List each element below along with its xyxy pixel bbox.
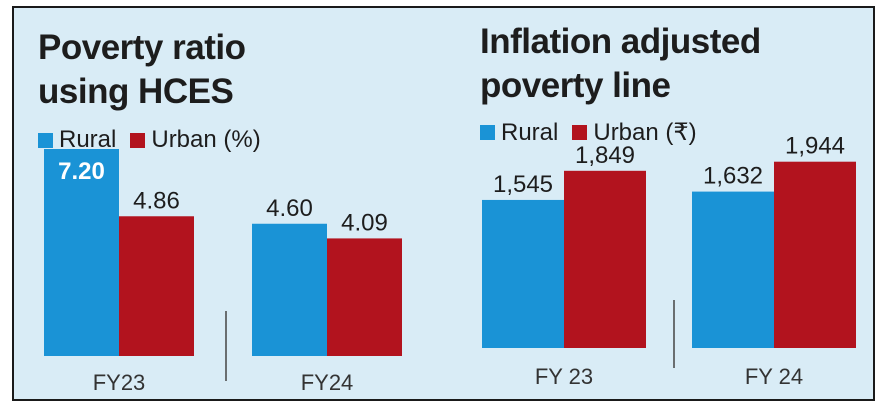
legend-label-urban: Urban (₹) <box>593 119 697 146</box>
legend-label-rural: Rural <box>501 118 559 146</box>
rural-swatch <box>38 132 53 148</box>
chart-title-line-1: Inflation adjusted <box>480 22 761 61</box>
data-label: 1,944 <box>785 133 845 160</box>
legend: Rural Urban (%) <box>38 126 275 154</box>
legend-item-rural: Rural <box>38 126 116 154</box>
chart-title: Poverty ratio using HCES <box>38 26 246 114</box>
x-tick-label: FY 23 <box>535 364 593 389</box>
x-tick-label: FY23 <box>93 370 146 395</box>
bar-urban <box>327 238 402 356</box>
bar-rural <box>692 191 774 348</box>
legend: Rural Urban (₹) <box>480 118 711 147</box>
data-label: 4.86 <box>133 187 180 214</box>
bar-rural <box>252 223 327 356</box>
legend-item-rural: Rural <box>480 119 558 147</box>
bar-urban <box>119 216 194 356</box>
chart-title-line-2: poverty line <box>480 66 671 105</box>
legend-item-urban: Urban (₹) <box>572 118 697 147</box>
data-label: 1,849 <box>575 142 635 169</box>
bar-rural <box>44 149 119 356</box>
legend-label-rural: Rural <box>59 126 117 153</box>
x-tick-label: FY24 <box>301 370 354 395</box>
chart-title-line-1: Poverty ratio <box>38 28 246 67</box>
chart-title-line-2: using HCES <box>38 72 234 111</box>
poverty-line-chart: 1,545 1,849 FY 23 1,632 1,944 FY 24 <box>482 133 856 389</box>
data-label: 7.20 <box>58 158 105 185</box>
bar-urban <box>774 161 856 348</box>
data-label: 1,545 <box>493 171 553 198</box>
bar-rural <box>482 199 564 348</box>
chart-title: Inflation adjusted poverty line <box>480 20 761 108</box>
rural-swatch <box>480 125 495 140</box>
poverty-line-panel: Inflation adjusted poverty line Rural Ur… <box>462 8 873 399</box>
urban-swatch <box>130 132 146 148</box>
data-label: 1,632 <box>703 163 763 190</box>
poverty-ratio-panel: Poverty ratio using HCES Rural Urban (%)… <box>14 8 444 399</box>
infographic-frame: Poverty ratio using HCES Rural Urban (%)… <box>12 6 875 401</box>
data-label: 4.60 <box>266 195 313 222</box>
x-tick-label: FY 24 <box>745 364 803 389</box>
bar-urban <box>564 170 646 348</box>
urban-swatch <box>572 125 588 140</box>
poverty-ratio-chart: 7.20 4.86 FY23 4.60 4.09 FY24 <box>44 149 402 395</box>
data-label: 4.09 <box>341 209 388 236</box>
legend-item-urban: Urban (%) <box>130 126 261 154</box>
legend-label-urban: Urban (%) <box>151 126 261 153</box>
